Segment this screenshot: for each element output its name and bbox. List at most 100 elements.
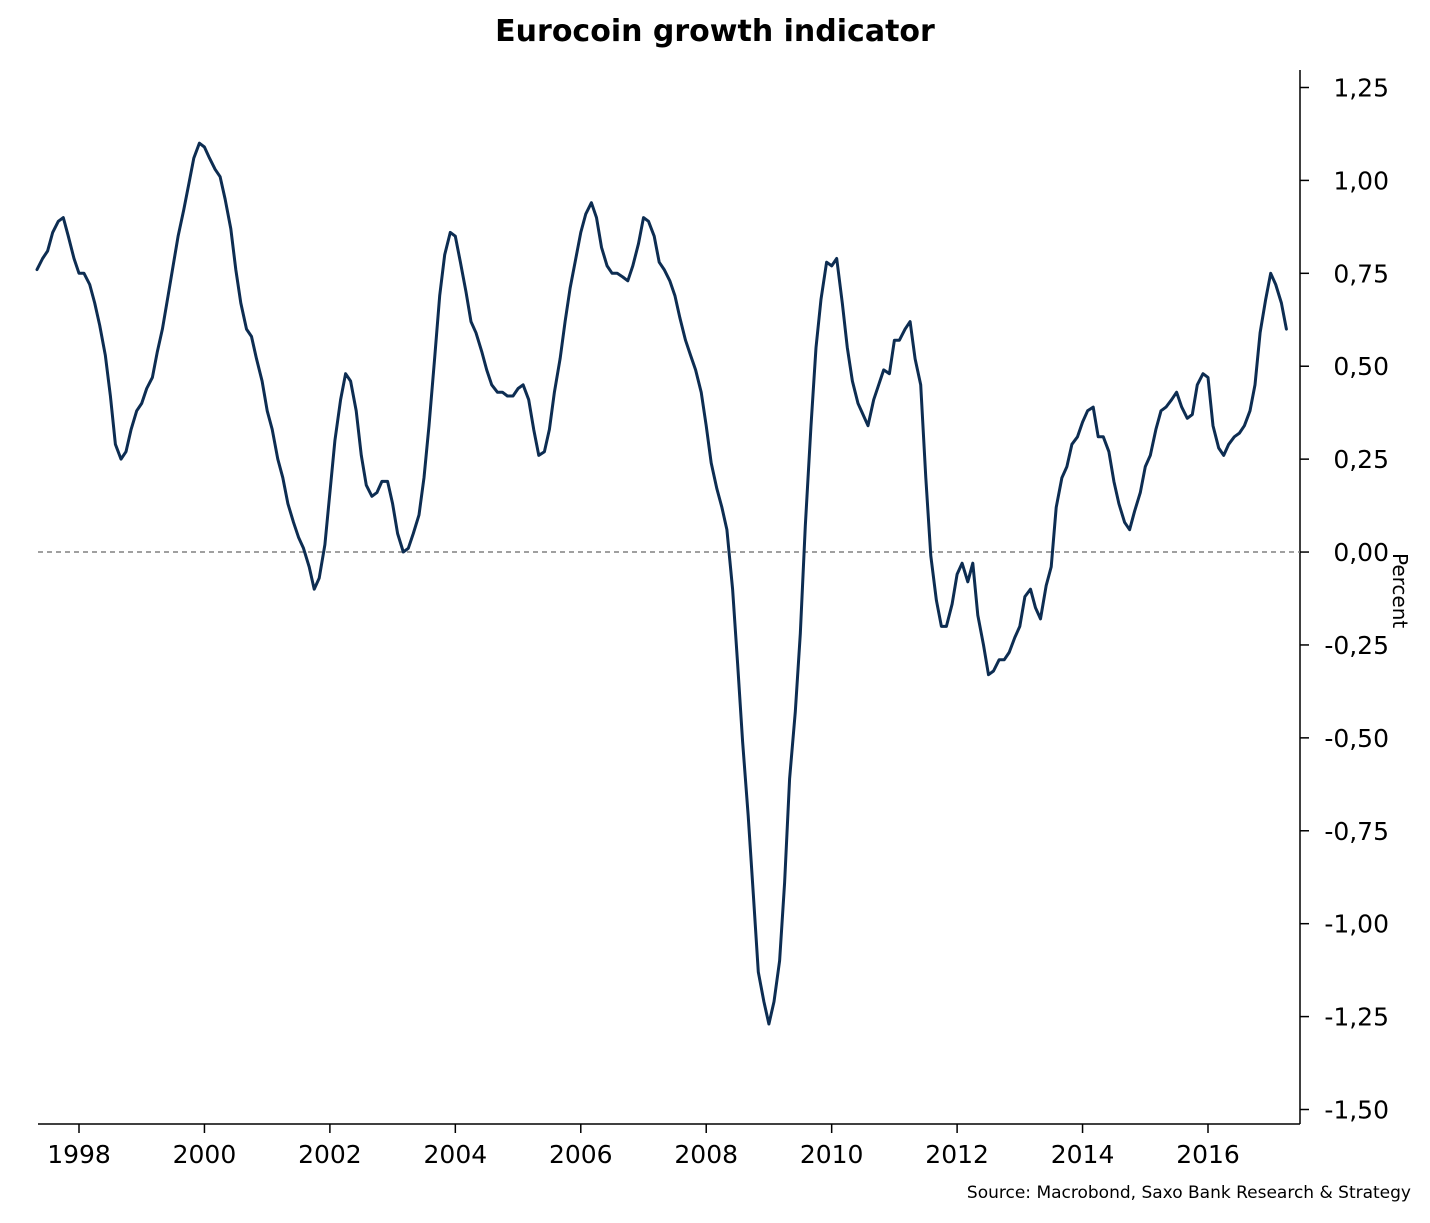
data-point <box>904 328 907 331</box>
data-point <box>375 491 378 494</box>
data-point <box>418 513 421 516</box>
data-point <box>971 562 974 565</box>
data-point <box>940 625 943 628</box>
data-point <box>145 387 148 390</box>
data-point <box>678 316 681 319</box>
data-point <box>380 480 383 483</box>
data-point <box>1050 565 1053 568</box>
data-point <box>532 428 535 431</box>
data-point <box>41 257 44 260</box>
data-point <box>167 294 170 297</box>
data-point <box>543 450 546 453</box>
data-point <box>893 339 896 342</box>
x-tick-label: 2014 <box>1051 1140 1115 1169</box>
data-point <box>705 424 708 427</box>
data-point <box>203 146 206 149</box>
data-point <box>647 220 650 223</box>
data-point <box>553 391 556 394</box>
data-point <box>773 1000 776 1003</box>
data-point <box>234 268 237 271</box>
data-point <box>951 603 954 606</box>
data-point <box>1092 406 1095 409</box>
data-point <box>1081 421 1084 424</box>
data-point <box>229 227 232 230</box>
data-point <box>1139 491 1142 494</box>
data-point <box>73 257 76 260</box>
data-point <box>835 257 838 260</box>
data-point <box>449 231 452 234</box>
data-point <box>658 261 661 264</box>
data-point <box>924 476 927 479</box>
y-tick-label: 1,25 <box>1333 74 1389 103</box>
data-point <box>433 357 436 360</box>
data-point <box>438 294 441 297</box>
data-point <box>470 320 473 323</box>
data-point <box>109 395 112 398</box>
data-point <box>1128 528 1131 531</box>
data-point <box>177 235 180 238</box>
data-point <box>443 253 446 256</box>
data-point <box>1039 617 1042 620</box>
data-point <box>1154 428 1157 431</box>
data-point <box>214 168 217 171</box>
data-point <box>250 335 253 338</box>
data-point <box>459 261 462 264</box>
data-point <box>909 320 912 323</box>
data-point <box>114 443 117 446</box>
data-point <box>559 357 562 360</box>
data-point <box>1144 465 1147 468</box>
data-point <box>663 268 666 271</box>
data-point <box>1055 506 1058 509</box>
data-point <box>783 881 786 884</box>
y-tick-label: -1,50 <box>1324 1096 1389 1125</box>
data-point <box>569 287 572 290</box>
data-point <box>1170 398 1173 401</box>
data-point <box>1269 272 1272 275</box>
y-tick-label: -0,50 <box>1324 724 1389 753</box>
data-point <box>88 283 91 286</box>
data-point <box>574 257 577 260</box>
data-point <box>292 521 295 524</box>
data-point <box>1202 372 1205 375</box>
data-point <box>365 484 368 487</box>
data-point <box>1233 435 1236 438</box>
data-point <box>767 1023 770 1026</box>
data-point <box>423 476 426 479</box>
data-point <box>1070 443 1073 446</box>
data-point <box>480 350 483 353</box>
y-tick-label: -1,25 <box>1324 1003 1389 1032</box>
data-point <box>846 346 849 349</box>
data-point <box>323 543 326 546</box>
data-point <box>1086 409 1089 412</box>
data-point <box>1123 521 1126 524</box>
data-point <box>606 264 609 267</box>
data-point <box>998 658 1001 661</box>
data-point <box>281 476 284 479</box>
data-point <box>1165 406 1168 409</box>
data-point <box>694 368 697 371</box>
data-point <box>689 354 692 357</box>
data-point <box>1180 406 1183 409</box>
data-point <box>57 220 60 223</box>
data-point <box>1249 409 1252 412</box>
data-point <box>1029 588 1032 591</box>
data-point <box>396 532 399 535</box>
x-tick-label: 2000 <box>173 1140 237 1169</box>
data-point <box>198 142 201 145</box>
data-point <box>1274 283 1277 286</box>
data-point <box>239 302 242 305</box>
data-point <box>261 380 264 383</box>
data-point <box>741 740 744 743</box>
data-point <box>140 402 143 405</box>
data-point <box>428 424 431 427</box>
data-point <box>485 368 488 371</box>
data-point <box>36 268 39 271</box>
data-point <box>120 458 123 461</box>
data-point <box>637 242 640 245</box>
data-point <box>851 380 854 383</box>
data-point <box>51 231 54 234</box>
data-point <box>1254 383 1257 386</box>
data-point <box>104 354 107 357</box>
data-point <box>841 302 844 305</box>
data-point <box>339 398 342 401</box>
